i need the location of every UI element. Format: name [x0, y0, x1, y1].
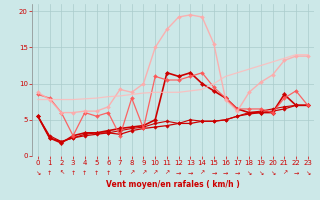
X-axis label: Vent moyen/en rafales ( km/h ): Vent moyen/en rafales ( km/h ) — [106, 180, 240, 189]
